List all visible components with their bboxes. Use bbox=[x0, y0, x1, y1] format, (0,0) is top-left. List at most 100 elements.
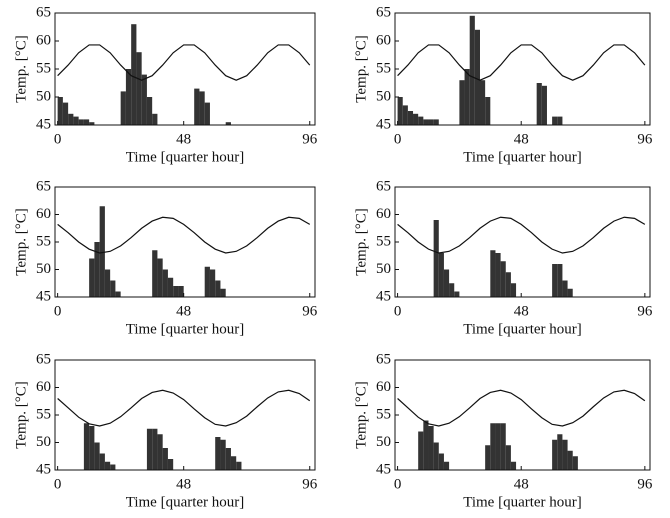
temperature-bar bbox=[557, 116, 563, 125]
temperature-bar bbox=[62, 102, 69, 125]
temperature-bar bbox=[443, 461, 450, 470]
y-tick-label: 45 bbox=[376, 288, 391, 304]
temperature-bar bbox=[194, 88, 200, 125]
x-tick-label: 96 bbox=[302, 303, 318, 319]
temperature-bar bbox=[510, 283, 517, 297]
plot-frame bbox=[54, 12, 316, 126]
setpoint-curve bbox=[397, 389, 646, 427]
temperature-bar bbox=[505, 445, 511, 470]
x-tick-label: 48 bbox=[514, 131, 529, 147]
temperature-bar bbox=[141, 74, 147, 125]
y-tick-label: 65 bbox=[36, 351, 51, 367]
temperature-bar bbox=[104, 461, 111, 470]
y-axis-label: Temp. [°C] bbox=[13, 35, 29, 102]
x-tick-label: 0 bbox=[394, 131, 402, 147]
y-axis-label: Temp. [°C] bbox=[353, 381, 369, 448]
x-tick-label: 96 bbox=[302, 476, 318, 492]
temperature-bar bbox=[220, 288, 226, 297]
x-tick-label: 48 bbox=[176, 303, 191, 319]
temperature-bar bbox=[110, 464, 116, 470]
x-tick-label: 0 bbox=[54, 303, 62, 319]
temperature-bar bbox=[68, 113, 74, 125]
temperature-bar bbox=[505, 272, 511, 297]
temperature-bar bbox=[510, 461, 517, 470]
temperature-bar bbox=[199, 91, 205, 125]
y-tick-label: 60 bbox=[376, 206, 391, 222]
temperature-bar bbox=[162, 269, 168, 297]
y-tick-label: 55 bbox=[36, 60, 51, 76]
temperature-bar bbox=[454, 291, 460, 297]
temperature-bar bbox=[485, 445, 491, 470]
temperature-bar bbox=[152, 428, 158, 470]
temperature-bar bbox=[495, 423, 501, 470]
temperature-bar bbox=[423, 119, 429, 125]
temperature-bar bbox=[136, 52, 142, 126]
x-tick-label: 96 bbox=[302, 131, 318, 147]
x-axis-label: Time [quarter hour] bbox=[126, 149, 245, 165]
y-tick-label: 55 bbox=[376, 406, 391, 422]
temperature-bar bbox=[552, 116, 558, 125]
temperature-bar bbox=[125, 69, 132, 125]
temperature-bar bbox=[480, 80, 486, 125]
y-tick-label: 65 bbox=[376, 178, 391, 194]
x-tick-label: 48 bbox=[176, 476, 191, 492]
y-tick-label: 50 bbox=[376, 434, 391, 450]
temperature-bar bbox=[423, 420, 429, 470]
temperature-bar bbox=[204, 266, 210, 297]
y-tick-label: 60 bbox=[376, 32, 391, 48]
temperature-bar bbox=[89, 426, 95, 470]
y-tick-label: 65 bbox=[376, 351, 391, 367]
temperature-bar bbox=[567, 288, 573, 297]
temperature-bar bbox=[225, 448, 231, 470]
temperature-bar bbox=[78, 119, 84, 125]
temperature-bar bbox=[94, 442, 100, 470]
temperature-bar bbox=[146, 97, 153, 125]
temperature-bar bbox=[115, 291, 121, 297]
y-tick-label: 65 bbox=[376, 4, 391, 20]
y-axis-label: Temp. [°C] bbox=[13, 208, 29, 275]
plot-frame bbox=[394, 12, 651, 126]
y-axis-label: Temp. [°C] bbox=[353, 208, 369, 275]
temperature-bar bbox=[173, 286, 179, 297]
x-axis-label: Time [quarter hour] bbox=[463, 149, 582, 165]
temperature-bar bbox=[413, 113, 419, 125]
temperature-bar bbox=[104, 269, 111, 297]
x-tick-label: 48 bbox=[176, 131, 191, 147]
temperature-bar bbox=[131, 24, 137, 126]
temperature-bar bbox=[464, 69, 470, 125]
x-tick-label: 48 bbox=[514, 476, 529, 492]
setpoint-curve bbox=[397, 44, 646, 81]
x-tick-label: 0 bbox=[394, 476, 402, 492]
x-tick-label: 96 bbox=[637, 303, 653, 319]
temperature-bar bbox=[215, 280, 221, 297]
x-tick-label: 0 bbox=[394, 303, 402, 319]
y-tick-label: 60 bbox=[376, 379, 391, 395]
temperature-bar bbox=[567, 450, 573, 470]
x-axis-label: Time [quarter hour] bbox=[126, 321, 245, 337]
temperature-bar bbox=[402, 105, 408, 125]
temperature-bar bbox=[443, 269, 450, 297]
temperature-bar bbox=[562, 280, 568, 297]
y-tick-label: 60 bbox=[36, 32, 51, 48]
y-tick-label: 55 bbox=[376, 233, 391, 249]
temperature-bar bbox=[94, 242, 100, 297]
temperature-bar bbox=[83, 423, 90, 470]
temperature-bar bbox=[485, 97, 491, 125]
y-tick-label: 50 bbox=[36, 261, 51, 277]
temperature-bar bbox=[438, 253, 444, 297]
y-tick-label: 45 bbox=[36, 461, 51, 477]
temperature-bar bbox=[557, 264, 563, 297]
temperature-bar bbox=[433, 119, 439, 125]
temperature-bar bbox=[407, 111, 414, 125]
temperature-bar bbox=[536, 83, 542, 125]
y-tick-label: 45 bbox=[36, 116, 51, 132]
temperature-bar bbox=[500, 423, 506, 470]
temperature-bar bbox=[146, 428, 153, 470]
temperature-bar bbox=[110, 280, 116, 297]
y-tick-label: 55 bbox=[36, 233, 51, 249]
y-tick-label: 65 bbox=[36, 4, 51, 20]
temperature-bar bbox=[99, 453, 105, 470]
temperature-bar bbox=[500, 261, 506, 297]
temperature-bar bbox=[220, 439, 226, 470]
temperature-bar bbox=[433, 442, 439, 470]
